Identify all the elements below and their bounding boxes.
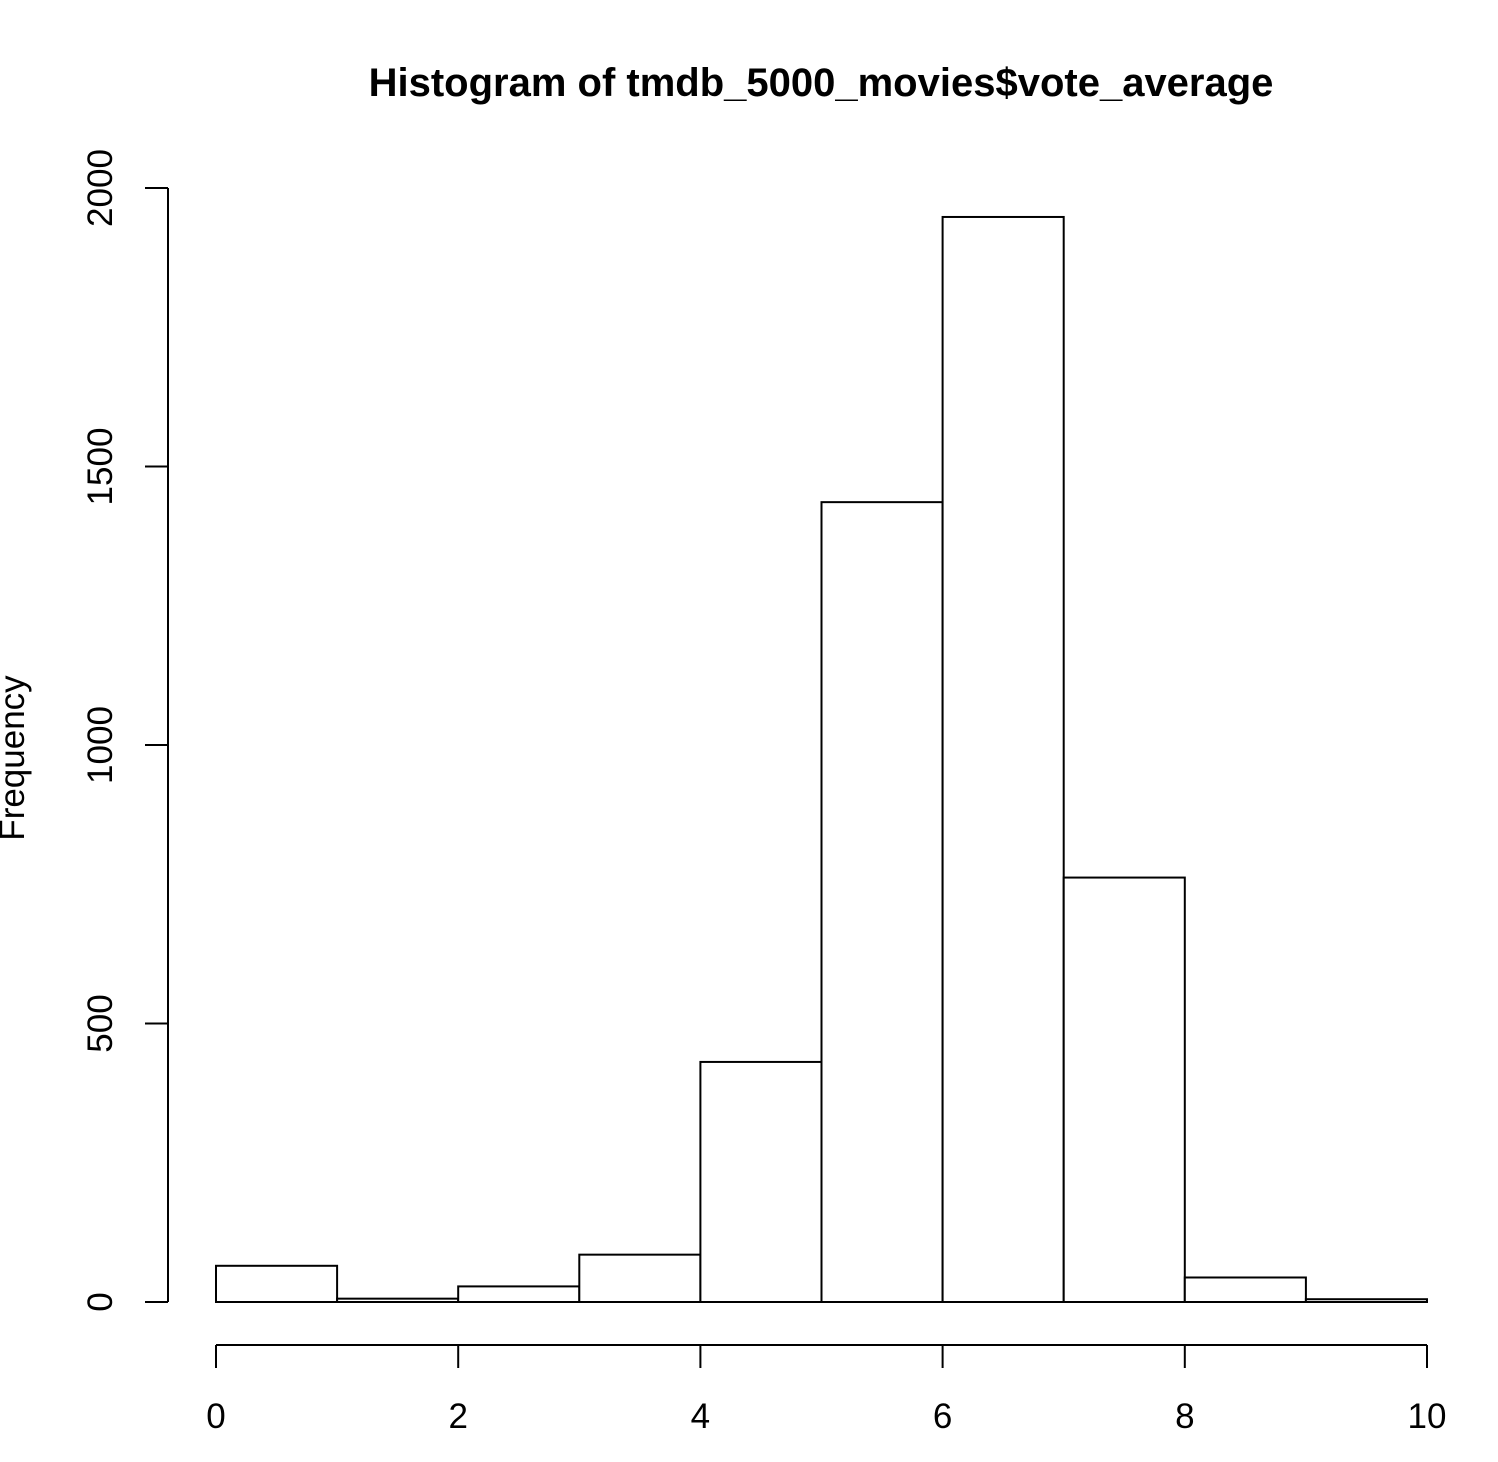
y-tick-label-2: 1000	[81, 706, 120, 784]
x-tick-label-2: 4	[691, 1397, 710, 1436]
x-tick-label-3: 6	[933, 1397, 952, 1436]
histogram-bar-0	[215, 1264, 339, 1304]
x-tick-label-5: 10	[1408, 1397, 1447, 1436]
x-tick-label-1: 2	[448, 1397, 467, 1436]
histogram-bar-3	[578, 1253, 702, 1304]
chart-title: Histogram of tmdb_5000_movies$vote_avera…	[369, 61, 1274, 105]
y-axis-label: Frequency	[0, 675, 32, 841]
y-tick-label-0: 0	[81, 1292, 120, 1311]
y-tick-label-1: 500	[81, 994, 120, 1052]
y-tick-label-3: 1500	[81, 428, 120, 506]
histogram-bar-5	[820, 501, 944, 1303]
histogram-bar-6	[941, 215, 1065, 1304]
histogram-bar-2	[457, 1285, 581, 1304]
histogram-bar-7	[1062, 876, 1186, 1303]
histogram-bar-8	[1183, 1276, 1307, 1303]
histogram-bars	[215, 215, 1429, 1304]
y-tick-label-4: 2000	[81, 149, 120, 227]
x-tick-label-0: 0	[206, 1397, 225, 1436]
x-tick-label-4: 8	[1175, 1397, 1194, 1436]
histogram-bar-9	[1304, 1298, 1429, 1303]
histogram-bar-1	[336, 1297, 460, 1303]
y-axis-ticks: 0 500 1000 1500 2000	[81, 149, 168, 1312]
histogram-bar-4	[699, 1060, 823, 1303]
x-axis-ticks: 0 2 4 6 8 10	[206, 1345, 1446, 1436]
